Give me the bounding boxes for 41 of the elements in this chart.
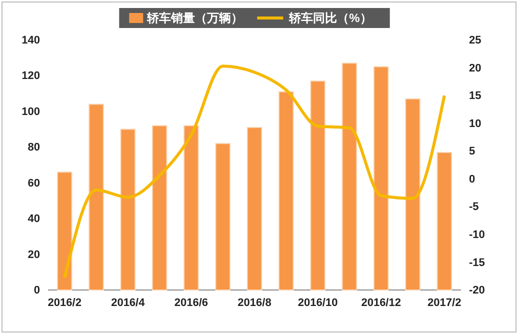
bar — [405, 98, 420, 290]
y-tick-label: 60 — [28, 177, 40, 190]
bar — [184, 125, 199, 290]
y2-tick-label: -20 — [469, 284, 485, 297]
x-tick-label: 2016/4 — [111, 296, 146, 309]
y2-tick-label: -5 — [469, 201, 479, 214]
y2-tick-label: 20 — [469, 62, 482, 74]
bar — [373, 66, 389, 290]
bar — [436, 152, 452, 290]
y2-tick-label: -15 — [469, 256, 485, 269]
x-tick-label: 2016/2 — [48, 296, 82, 309]
y-tick-label: 20 — [28, 248, 40, 261]
y-tick-label: 40 — [28, 213, 40, 226]
y2-tick-label: 10 — [469, 118, 482, 130]
y2-tick-label: -10 — [469, 228, 485, 241]
bar — [278, 91, 294, 290]
bar — [120, 128, 136, 290]
bar — [310, 80, 326, 290]
x-tick-label: 2016/12 — [361, 296, 401, 309]
bar — [88, 104, 104, 290]
bar — [342, 62, 358, 290]
x-tick-label: 2016/6 — [174, 296, 208, 309]
legend-label: 轿车销量（万辆） — [146, 11, 244, 25]
y2-tick-label: 0 — [469, 173, 476, 186]
y-tick-label: 120 — [22, 70, 40, 82]
y2-tick-label: 15 — [469, 90, 482, 102]
x-tick-label: 2016/8 — [238, 296, 272, 309]
x-tick-label: 2017/2 — [428, 296, 462, 309]
y-tick-label: 0 — [34, 284, 40, 297]
legend-label: 轿车同比（%） — [288, 11, 372, 25]
y-tick-label: 80 — [28, 142, 40, 154]
y2-tick-label: 25 — [469, 34, 482, 47]
bar — [56, 172, 72, 290]
bar — [152, 125, 168, 290]
x-tick-label: 2016/10 — [298, 296, 338, 309]
bar — [215, 143, 230, 290]
y-tick-label: 100 — [22, 106, 40, 118]
bar — [246, 127, 262, 290]
y-tick-label: 140 — [22, 34, 40, 47]
y2-tick-label: 5 — [469, 146, 476, 158]
line-series — [63, 64, 446, 280]
